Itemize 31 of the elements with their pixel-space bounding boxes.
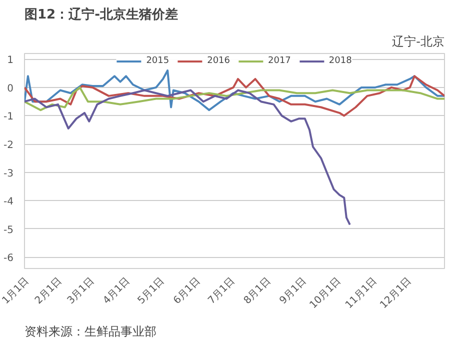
legend-label: 2017 bbox=[268, 55, 291, 67]
y-tick-label: 1 bbox=[7, 55, 14, 66]
x-tick-label: 9月1日 bbox=[278, 276, 309, 307]
line-series bbox=[24, 89, 351, 226]
text: 资料来源：生鲜品事业部 bbox=[24, 324, 156, 338]
x-tick-label: 10月1日 bbox=[308, 276, 344, 312]
x-tick-label: 12月1日 bbox=[378, 276, 414, 312]
y-tick-label: -2 bbox=[4, 140, 14, 152]
x-tick-label: 7月1日 bbox=[206, 276, 238, 307]
text: 辽宁-北京 bbox=[392, 34, 445, 48]
x-tick-label: 6月1日 bbox=[172, 276, 203, 307]
legend-label: 2016 bbox=[207, 55, 230, 67]
x-tick-label: 1月1日 bbox=[0, 276, 32, 307]
line-series bbox=[24, 69, 444, 112]
x-tick-label: 11月1日 bbox=[344, 276, 380, 312]
y-tick-label: -3 bbox=[4, 168, 14, 180]
x-tick-label: 8月1日 bbox=[242, 276, 274, 307]
line-series bbox=[24, 86, 444, 112]
x-tick-label: 5月1日 bbox=[136, 276, 167, 307]
y-tick-label: 0 bbox=[7, 83, 14, 94]
y-tick-label: -4 bbox=[4, 196, 14, 208]
chart-title: 图12：辽宁-北京生猪价差 bbox=[24, 6, 178, 22]
x-tick-label: 2月1日 bbox=[33, 276, 64, 307]
y-tick-label: -6 bbox=[4, 253, 14, 264]
x-tick-label: 4月1日 bbox=[101, 276, 132, 307]
legend-label: 2018 bbox=[328, 55, 352, 67]
line-series bbox=[24, 75, 444, 117]
legend-label: 2015 bbox=[146, 55, 170, 67]
x-tick-label: 3月1日 bbox=[66, 276, 96, 307]
y-tick-label: -5 bbox=[4, 224, 14, 236]
y-tick-label: -1 bbox=[4, 112, 14, 123]
